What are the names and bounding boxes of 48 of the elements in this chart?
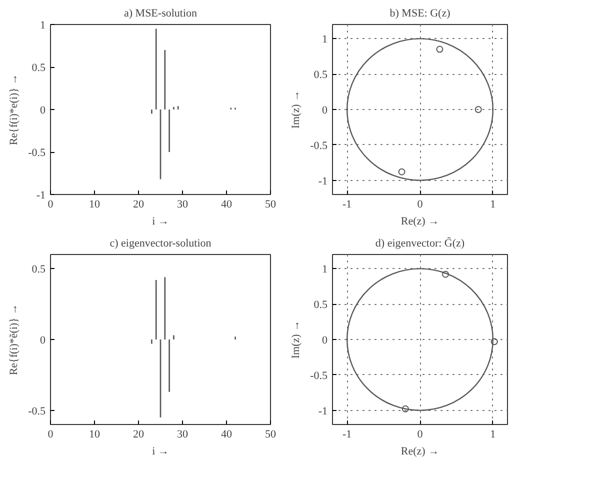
y-tick-label: 1 [322,34,328,46]
y-axis-title: Re{f(i)*e(i)} → [8,74,20,146]
chart-title: a) MSE-solution [124,8,198,20]
x-tick-label: 10 [89,198,100,210]
x-tick-label: 50 [265,428,276,440]
y-axis-title: Im(z) → [290,90,302,129]
y-tick-label: -1 [318,405,328,418]
x-tick-label: 40 [221,428,232,440]
y-tick-label: 0.5 [314,299,328,312]
chart-title: c) eigenvector-solution [110,238,212,250]
y-tick-label: -1 [318,175,328,188]
x-tick-label: 20 [133,428,144,440]
x-tick-label: 0 [417,428,424,440]
y-tick-label: -0.5 [310,140,328,152]
y-tick-label: 1 [322,264,328,276]
x-tick-label: -1 [342,198,352,210]
x-tick-label: 30 [177,428,188,440]
x-axis-title: i → [152,216,169,228]
x-tick-label: 1 [490,198,496,210]
y-tick-label: -0.5 [28,405,46,418]
y-tick-label: 0 [322,104,328,116]
y-tick-label: 0.5 [32,264,46,276]
chart-title: d) eigenvector: G̃(z) [375,236,465,250]
x-tick-label: 40 [221,198,232,210]
y-tick-label: 0 [40,104,46,116]
y-tick-label: 1 [40,20,46,32]
chart-title: b) MSE: G(z) [390,8,451,20]
y-tick-label: 0 [322,334,328,346]
x-tick-label: 20 [133,198,144,210]
x-tick-label: 1 [490,428,496,440]
x-axis-title: i → [152,446,169,458]
y-axis-title: Im(z) → [290,320,302,359]
x-tick-label: 10 [89,428,100,440]
x-tick-label: 50 [265,198,276,210]
y-tick-label: 0 [40,334,46,346]
y-axis-title: Re{f(i)*ẽ(i)} → [8,304,20,376]
x-tick-label: 30 [177,198,188,210]
y-tick-label: 0.5 [314,69,328,82]
y-tick-label: -0.5 [28,147,46,159]
x-tick-label: 0 [48,198,54,210]
x-tick-label: -1 [342,428,352,440]
x-axis-title: Re(z) → [400,446,440,458]
y-tick-label: -0.5 [310,370,328,382]
x-tick-label: 0 [48,428,54,440]
x-axis-title: Re(z) → [400,216,440,228]
y-tick-label: 0.5 [32,62,46,74]
y-tick-label: -1 [36,190,46,202]
x-tick-label: 0 [417,198,424,210]
